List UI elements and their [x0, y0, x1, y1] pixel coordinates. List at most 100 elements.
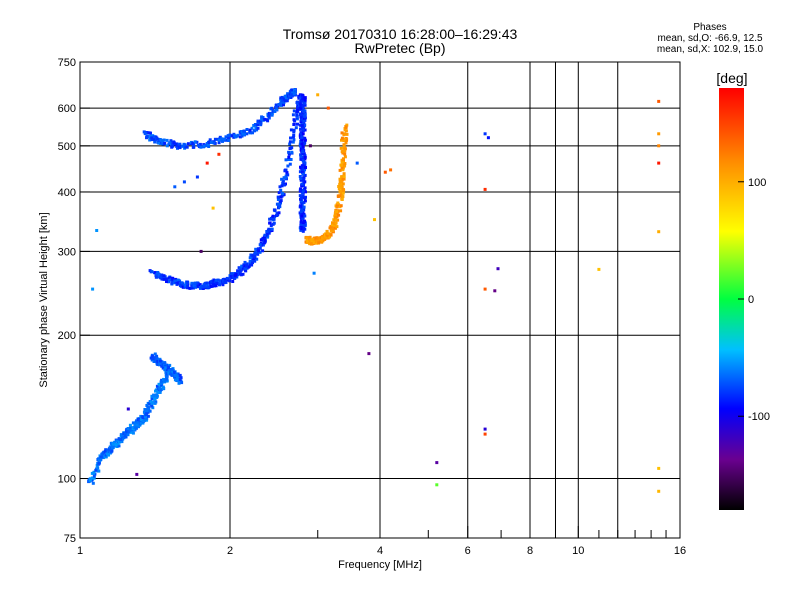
trace-point — [145, 416, 149, 420]
trace-point — [315, 239, 319, 243]
trace-point — [145, 404, 149, 407]
trace-point — [270, 227, 274, 231]
scatter-point — [383, 170, 387, 174]
trace-point — [150, 138, 154, 142]
trace-point — [230, 272, 234, 276]
trace-point — [153, 137, 157, 141]
trace-point — [151, 406, 155, 410]
trace-point — [170, 369, 173, 373]
x-tick-label: 10 — [572, 545, 584, 557]
trace-point — [303, 186, 307, 190]
trace-point — [340, 178, 344, 182]
trace-point — [300, 227, 304, 231]
trace-point — [179, 376, 183, 380]
scatter-point — [389, 168, 393, 172]
trace-point — [249, 256, 253, 259]
trace-point — [338, 168, 342, 172]
trace-point — [256, 126, 260, 130]
trace-point — [273, 208, 277, 212]
trace-point — [303, 138, 307, 142]
trace-point — [266, 235, 270, 239]
trace-point — [263, 233, 267, 237]
trace-point — [301, 159, 305, 163]
trace-point — [145, 135, 149, 139]
trace-point — [149, 400, 153, 403]
trace-point — [177, 281, 181, 285]
trace-point — [141, 416, 145, 419]
trace-point — [133, 423, 137, 427]
trace-point — [250, 263, 254, 267]
trace-point — [143, 415, 147, 418]
trace-point — [285, 171, 289, 174]
trace-point — [126, 433, 130, 437]
trace-point — [171, 144, 175, 148]
trace-point — [304, 166, 307, 169]
trace-point — [339, 209, 343, 213]
trace-point — [178, 373, 182, 377]
trace-point — [258, 243, 262, 247]
trace-point — [300, 184, 304, 188]
trace-point — [212, 278, 216, 282]
trace-point — [303, 112, 307, 116]
trace-point — [336, 201, 340, 205]
trace-point — [342, 189, 346, 193]
trace-point — [153, 352, 157, 356]
grid-lines — [80, 62, 680, 538]
trace-point — [120, 434, 124, 438]
trace-point — [196, 284, 200, 288]
scatter-point — [211, 206, 215, 210]
trace-point — [167, 369, 171, 373]
trace-point — [303, 199, 307, 203]
trace-point — [343, 128, 347, 132]
trace-point — [239, 267, 242, 271]
trace-point — [301, 217, 305, 220]
trace-point — [287, 152, 291, 156]
trace-point — [163, 364, 167, 368]
trace-point — [261, 249, 265, 253]
trace-point — [293, 88, 297, 92]
trace-point — [201, 285, 205, 289]
trace-point — [281, 99, 284, 102]
trace-point — [206, 142, 210, 146]
x-tick-label: 1 — [77, 545, 83, 557]
trace-point — [291, 113, 295, 117]
scatter-point — [326, 106, 330, 110]
trace-point — [186, 286, 190, 290]
trace-point — [97, 469, 101, 473]
trace-point — [303, 168, 306, 172]
trace-point — [322, 235, 326, 239]
trace-point — [119, 440, 122, 444]
scatter-point — [367, 352, 371, 356]
trace-point — [295, 113, 299, 117]
trace-point — [245, 264, 248, 268]
stats-heading: Phases — [693, 22, 727, 33]
trace-point — [294, 126, 298, 130]
trace-point — [171, 277, 175, 281]
trace-point — [302, 205, 306, 209]
trace-point — [253, 123, 257, 126]
trace-point — [116, 442, 120, 446]
trace-point — [314, 236, 318, 240]
trace-point — [279, 188, 283, 192]
trace-point — [299, 96, 303, 100]
stats-x-mode: mean, sd,X: 102.9, 15.0 — [656, 44, 764, 55]
trace-point — [301, 114, 305, 118]
scatter-point — [486, 136, 490, 140]
trace-point — [338, 194, 342, 198]
trace-point — [138, 419, 142, 422]
trace-point — [303, 114, 307, 118]
trace-point — [147, 131, 151, 135]
trace-point — [150, 270, 154, 274]
trace-point — [336, 218, 340, 222]
trace-point — [203, 285, 207, 289]
scatter-point — [483, 187, 487, 191]
trace-point — [193, 281, 197, 285]
trace-point — [288, 142, 292, 146]
trace-point — [261, 243, 265, 247]
trace-point — [302, 184, 305, 188]
trace-point — [341, 191, 345, 195]
trace-point — [316, 236, 320, 240]
trace-point — [340, 192, 344, 196]
trace-point — [104, 455, 108, 459]
trace-point — [282, 101, 286, 105]
